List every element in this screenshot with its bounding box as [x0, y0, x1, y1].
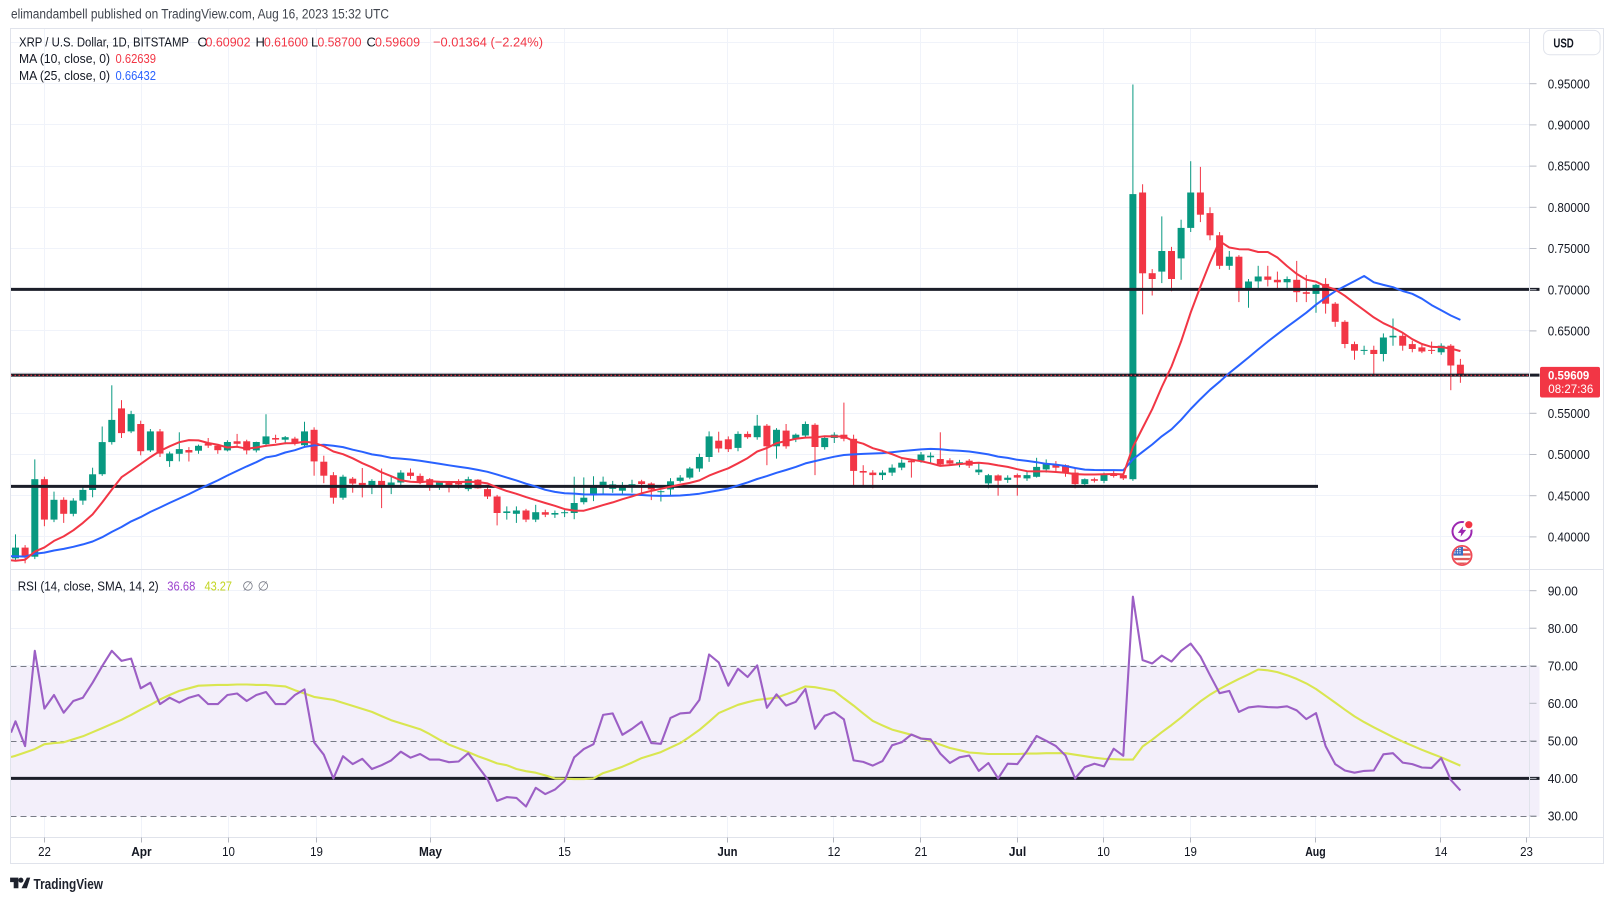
svg-text:21: 21 — [915, 844, 928, 859]
svg-text:MA (10, close, 0): MA (10, close, 0) — [19, 51, 110, 66]
svg-text:elimandambell published on Tra: elimandambell published on TradingView.c… — [11, 7, 389, 22]
svg-text:60.00: 60.00 — [1548, 696, 1578, 711]
svg-text:36.68: 36.68 — [167, 579, 195, 594]
svg-text:12: 12 — [828, 844, 841, 859]
svg-text:0.60902: 0.60902 — [206, 35, 251, 50]
svg-text:15: 15 — [558, 844, 571, 859]
svg-text:0.62639: 0.62639 — [116, 51, 157, 66]
svg-text:08:27:36: 08:27:36 — [1548, 382, 1593, 396]
svg-text:Aug: Aug — [1305, 844, 1326, 859]
svg-text:30.00: 30.00 — [1548, 809, 1578, 824]
svg-text:−0.01364 (−2.24%): −0.01364 (−2.24%) — [433, 35, 543, 50]
svg-text:0.59609: 0.59609 — [375, 35, 420, 50]
svg-text:43.27: 43.27 — [205, 579, 233, 594]
svg-text:0.80000: 0.80000 — [1548, 200, 1590, 215]
svg-text:∅: ∅ — [242, 579, 253, 594]
svg-text:USD: USD — [1553, 36, 1573, 50]
svg-text:0.59609: 0.59609 — [1548, 369, 1590, 383]
svg-text:Jun: Jun — [718, 844, 738, 859]
svg-text:0.70000: 0.70000 — [1548, 282, 1590, 297]
svg-text:0.55000: 0.55000 — [1548, 406, 1590, 421]
svg-text:May: May — [419, 844, 443, 859]
svg-text:50.00: 50.00 — [1548, 733, 1578, 748]
svg-text:0.58700: 0.58700 — [318, 35, 362, 50]
svg-text:19: 19 — [310, 844, 323, 859]
svg-text:RSI (14, close, SMA, 14, 2): RSI (14, close, SMA, 14, 2) — [18, 579, 159, 594]
svg-text:∅: ∅ — [258, 579, 269, 594]
svg-text:MA (25, close, 0): MA (25, close, 0) — [19, 68, 110, 83]
svg-text:0.90000: 0.90000 — [1548, 118, 1590, 133]
svg-text:14: 14 — [1435, 844, 1448, 859]
svg-text:23: 23 — [1520, 844, 1533, 859]
svg-text:0.85000: 0.85000 — [1548, 159, 1590, 174]
svg-text:C: C — [367, 35, 376, 50]
svg-text:10: 10 — [222, 844, 235, 859]
svg-text:0.65000: 0.65000 — [1548, 324, 1590, 339]
svg-text:19: 19 — [1184, 844, 1197, 859]
svg-text:H: H — [256, 35, 265, 50]
svg-text:0.50000: 0.50000 — [1548, 447, 1590, 462]
svg-text:0.66432: 0.66432 — [116, 68, 157, 83]
svg-text:0.40000: 0.40000 — [1548, 530, 1590, 545]
svg-text:0.75000: 0.75000 — [1548, 241, 1590, 256]
svg-text:70.00: 70.00 — [1548, 658, 1578, 673]
svg-text:80.00: 80.00 — [1548, 621, 1578, 636]
svg-text:40.00: 40.00 — [1548, 771, 1578, 786]
svg-text:90.00: 90.00 — [1548, 583, 1578, 598]
svg-text:TradingView: TradingView — [34, 876, 104, 893]
svg-text:XRP / U.S. Dollar, 1D, BITSTAM: XRP / U.S. Dollar, 1D, BITSTAMP — [19, 35, 189, 50]
svg-text:0.61600: 0.61600 — [264, 35, 308, 50]
svg-text:Apr: Apr — [131, 844, 152, 859]
svg-text:10: 10 — [1097, 844, 1110, 859]
svg-text:0.45000: 0.45000 — [1548, 488, 1590, 503]
svg-text:O: O — [198, 35, 208, 50]
svg-text:L: L — [311, 35, 318, 50]
svg-text:22: 22 — [38, 844, 51, 859]
svg-text:Jul: Jul — [1009, 844, 1027, 859]
svg-text:0.95000: 0.95000 — [1548, 76, 1590, 91]
